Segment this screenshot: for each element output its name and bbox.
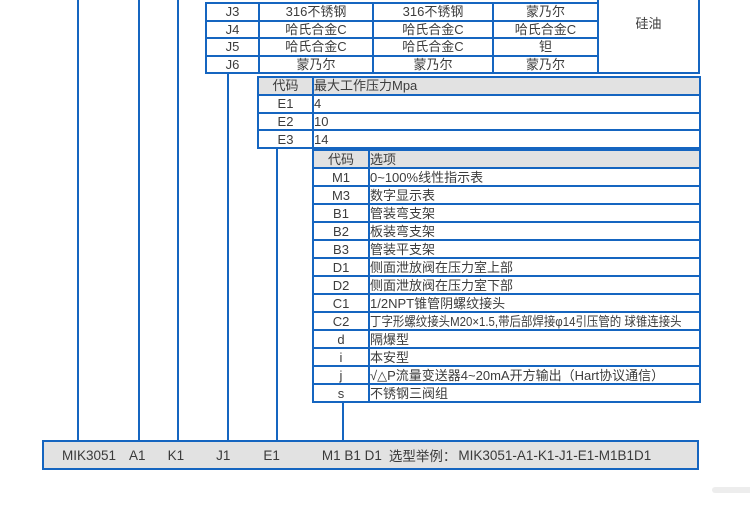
code-e1: E1 [263, 447, 280, 463]
option-code-cell: d [312, 329, 370, 349]
connector-line-j [227, 74, 229, 442]
option-row: s 不锈钢三阀组 [312, 383, 701, 403]
pressure-value-cell: 10 [312, 111, 701, 132]
material-cell: 钽 [492, 37, 599, 57]
option-row: C1 1/2NPT锥管阴螺纹接头 [312, 293, 701, 313]
scrollbar-thumb-artifact [712, 487, 750, 493]
material-code-cell: J4 [205, 19, 260, 39]
code-a1: A1 [129, 447, 146, 463]
pressure-header-row: 代码 最大工作压力Mpa [257, 76, 701, 96]
option-code-cell: i [312, 347, 370, 367]
option-label-cell: 0~100%线性指示表 [368, 167, 701, 187]
option-row: B3 管装平支架 [312, 239, 701, 259]
example-value: MIK3051-A1-K1-J1-E1-M1B1D1 [458, 447, 652, 463]
material-row: J3 316不锈钢 316不锈钢 蒙乃尔 [205, 2, 599, 22]
material-cell: 蒙乃尔 [492, 2, 599, 22]
connector-line-k1 [177, 0, 179, 442]
pressure-table: 代码 最大工作压力Mpa E1 4 E2 10 E3 14 [257, 76, 701, 149]
option-code-cell: D2 [312, 275, 370, 295]
option-code-cell: s [312, 383, 370, 403]
connector-line-model [77, 0, 79, 442]
option-row: B2 板装弯支架 [312, 221, 701, 241]
option-row: M1 0~100%线性指示表 [312, 167, 701, 187]
options-table: 代码 选项 M1 0~100%线性指示表 M3 数字显示表 B1 管装弯支架 B… [312, 149, 701, 403]
option-row: B1 管装弯支架 [312, 203, 701, 223]
material-cell: 316不锈钢 [372, 2, 494, 22]
option-code-cell: D1 [312, 257, 370, 277]
option-label-cell: 数字显示表 [368, 185, 701, 205]
option-row: d 隔爆型 [312, 329, 701, 349]
option-code-cell: B2 [312, 221, 370, 241]
option-label-cell: 不锈钢三阀组 [368, 383, 701, 403]
option-code-cell: B1 [312, 203, 370, 223]
material-cell: 蒙乃尔 [372, 54, 494, 74]
fill-fluid-cell: 硅油 [597, 0, 700, 74]
option-code-cell: M3 [312, 185, 370, 205]
option-label-cell: 丁字形螺纹接头M20×1.5,带后部焊接φ14引压管的 球锥连接头 [370, 313, 682, 329]
pressure-value-cell: 4 [312, 93, 701, 114]
option-code-cell: j [312, 365, 370, 385]
connector-line-a1 [138, 0, 140, 442]
material-cell: 哈氏合金C [372, 19, 494, 39]
material-row: J4 哈氏合金C 哈氏合金C 哈氏合金C [205, 19, 599, 39]
pressure-code-cell: E1 [257, 93, 314, 114]
pressure-row: E1 4 [257, 93, 701, 114]
option-row: D1 侧面泄放阀在压力室上部 [312, 257, 701, 277]
material-code-cell: J5 [205, 37, 260, 57]
option-row: M3 数字显示表 [312, 185, 701, 205]
option-code-cell: C2 [312, 311, 370, 331]
material-code-cell: J3 [205, 2, 260, 22]
pressure-header-code: 代码 [257, 76, 314, 96]
pressure-code-cell: E2 [257, 111, 314, 132]
material-row: J5 哈氏合金C 哈氏合金C 钽 [205, 37, 599, 57]
material-cell: 哈氏合金C [492, 19, 599, 39]
pressure-value-cell: 14 [312, 129, 701, 149]
option-label-cell: 隔爆型 [368, 329, 701, 349]
pressure-header-label: 最大工作压力Mpa [312, 76, 701, 96]
material-cell: 蒙乃尔 [492, 54, 599, 74]
connector-line-e [276, 149, 278, 442]
material-row: J6 蒙乃尔 蒙乃尔 蒙乃尔 [205, 54, 599, 74]
option-code-cell: C1 [312, 293, 370, 313]
pressure-row: E2 10 [257, 111, 701, 132]
code-j1: J1 [216, 447, 231, 463]
pressure-row: E3 14 [257, 129, 701, 149]
material-cell: 哈氏合金C [258, 37, 374, 57]
option-label-cell: 板装弯支架 [368, 221, 701, 241]
option-label-cell: √△P流量变送器4~20mA开方输出（Hart协议通信） [368, 365, 701, 385]
material-cell: 哈氏合金C [372, 37, 494, 57]
option-label-cell: 侧面泄放阀在压力室下部 [368, 275, 701, 295]
pressure-code-cell: E3 [257, 129, 314, 149]
summary-bar: MIK3051 A1 K1 J1 E1 M1 B1 D1 选型举例： MIK30… [42, 440, 699, 470]
wetted-material-table: J3 316不锈钢 316不锈钢 蒙乃尔 J4 哈氏合金C 哈氏合金C 哈氏合金… [205, 2, 599, 74]
material-cell: 316不锈钢 [258, 2, 374, 22]
material-code-cell: J6 [205, 54, 260, 74]
option-label-cell: 1/2NPT锥管阴螺纹接头 [368, 293, 701, 313]
code-k1: K1 [167, 447, 185, 463]
material-cell: 哈氏合金C [258, 19, 374, 39]
option-row: i 本安型 [312, 347, 701, 367]
options-header-label: 选项 [368, 149, 701, 169]
option-row: D2 侧面泄放阀在压力室下部 [312, 275, 701, 295]
option-code-cell: M1 [312, 167, 370, 187]
material-cell: 蒙乃尔 [258, 54, 374, 74]
code-options: M1 B1 D1 [321, 447, 382, 463]
example-label: 选型举例： [388, 449, 457, 464]
option-code-cell: B3 [312, 239, 370, 259]
options-header-code: 代码 [312, 149, 370, 169]
option-row: j √△P流量变送器4~20mA开方输出（Hart协议通信） [312, 365, 701, 385]
options-header-row: 代码 选项 [312, 149, 701, 169]
model-code: MIK3051 [62, 447, 117, 463]
option-label-cell: 管装平支架 [368, 239, 701, 259]
option-label-cell: 本安型 [368, 347, 701, 367]
option-label-cell: 侧面泄放阀在压力室上部 [368, 257, 701, 277]
fill-fluid-label: 硅油 [635, 16, 662, 31]
option-row: C2 丁字形螺纹接头M20×1.5,带后部焊接φ14引压管的 球锥连接头 [312, 311, 701, 331]
option-label-cell: 管装弯支架 [368, 203, 701, 223]
connector-line-options [342, 403, 344, 442]
